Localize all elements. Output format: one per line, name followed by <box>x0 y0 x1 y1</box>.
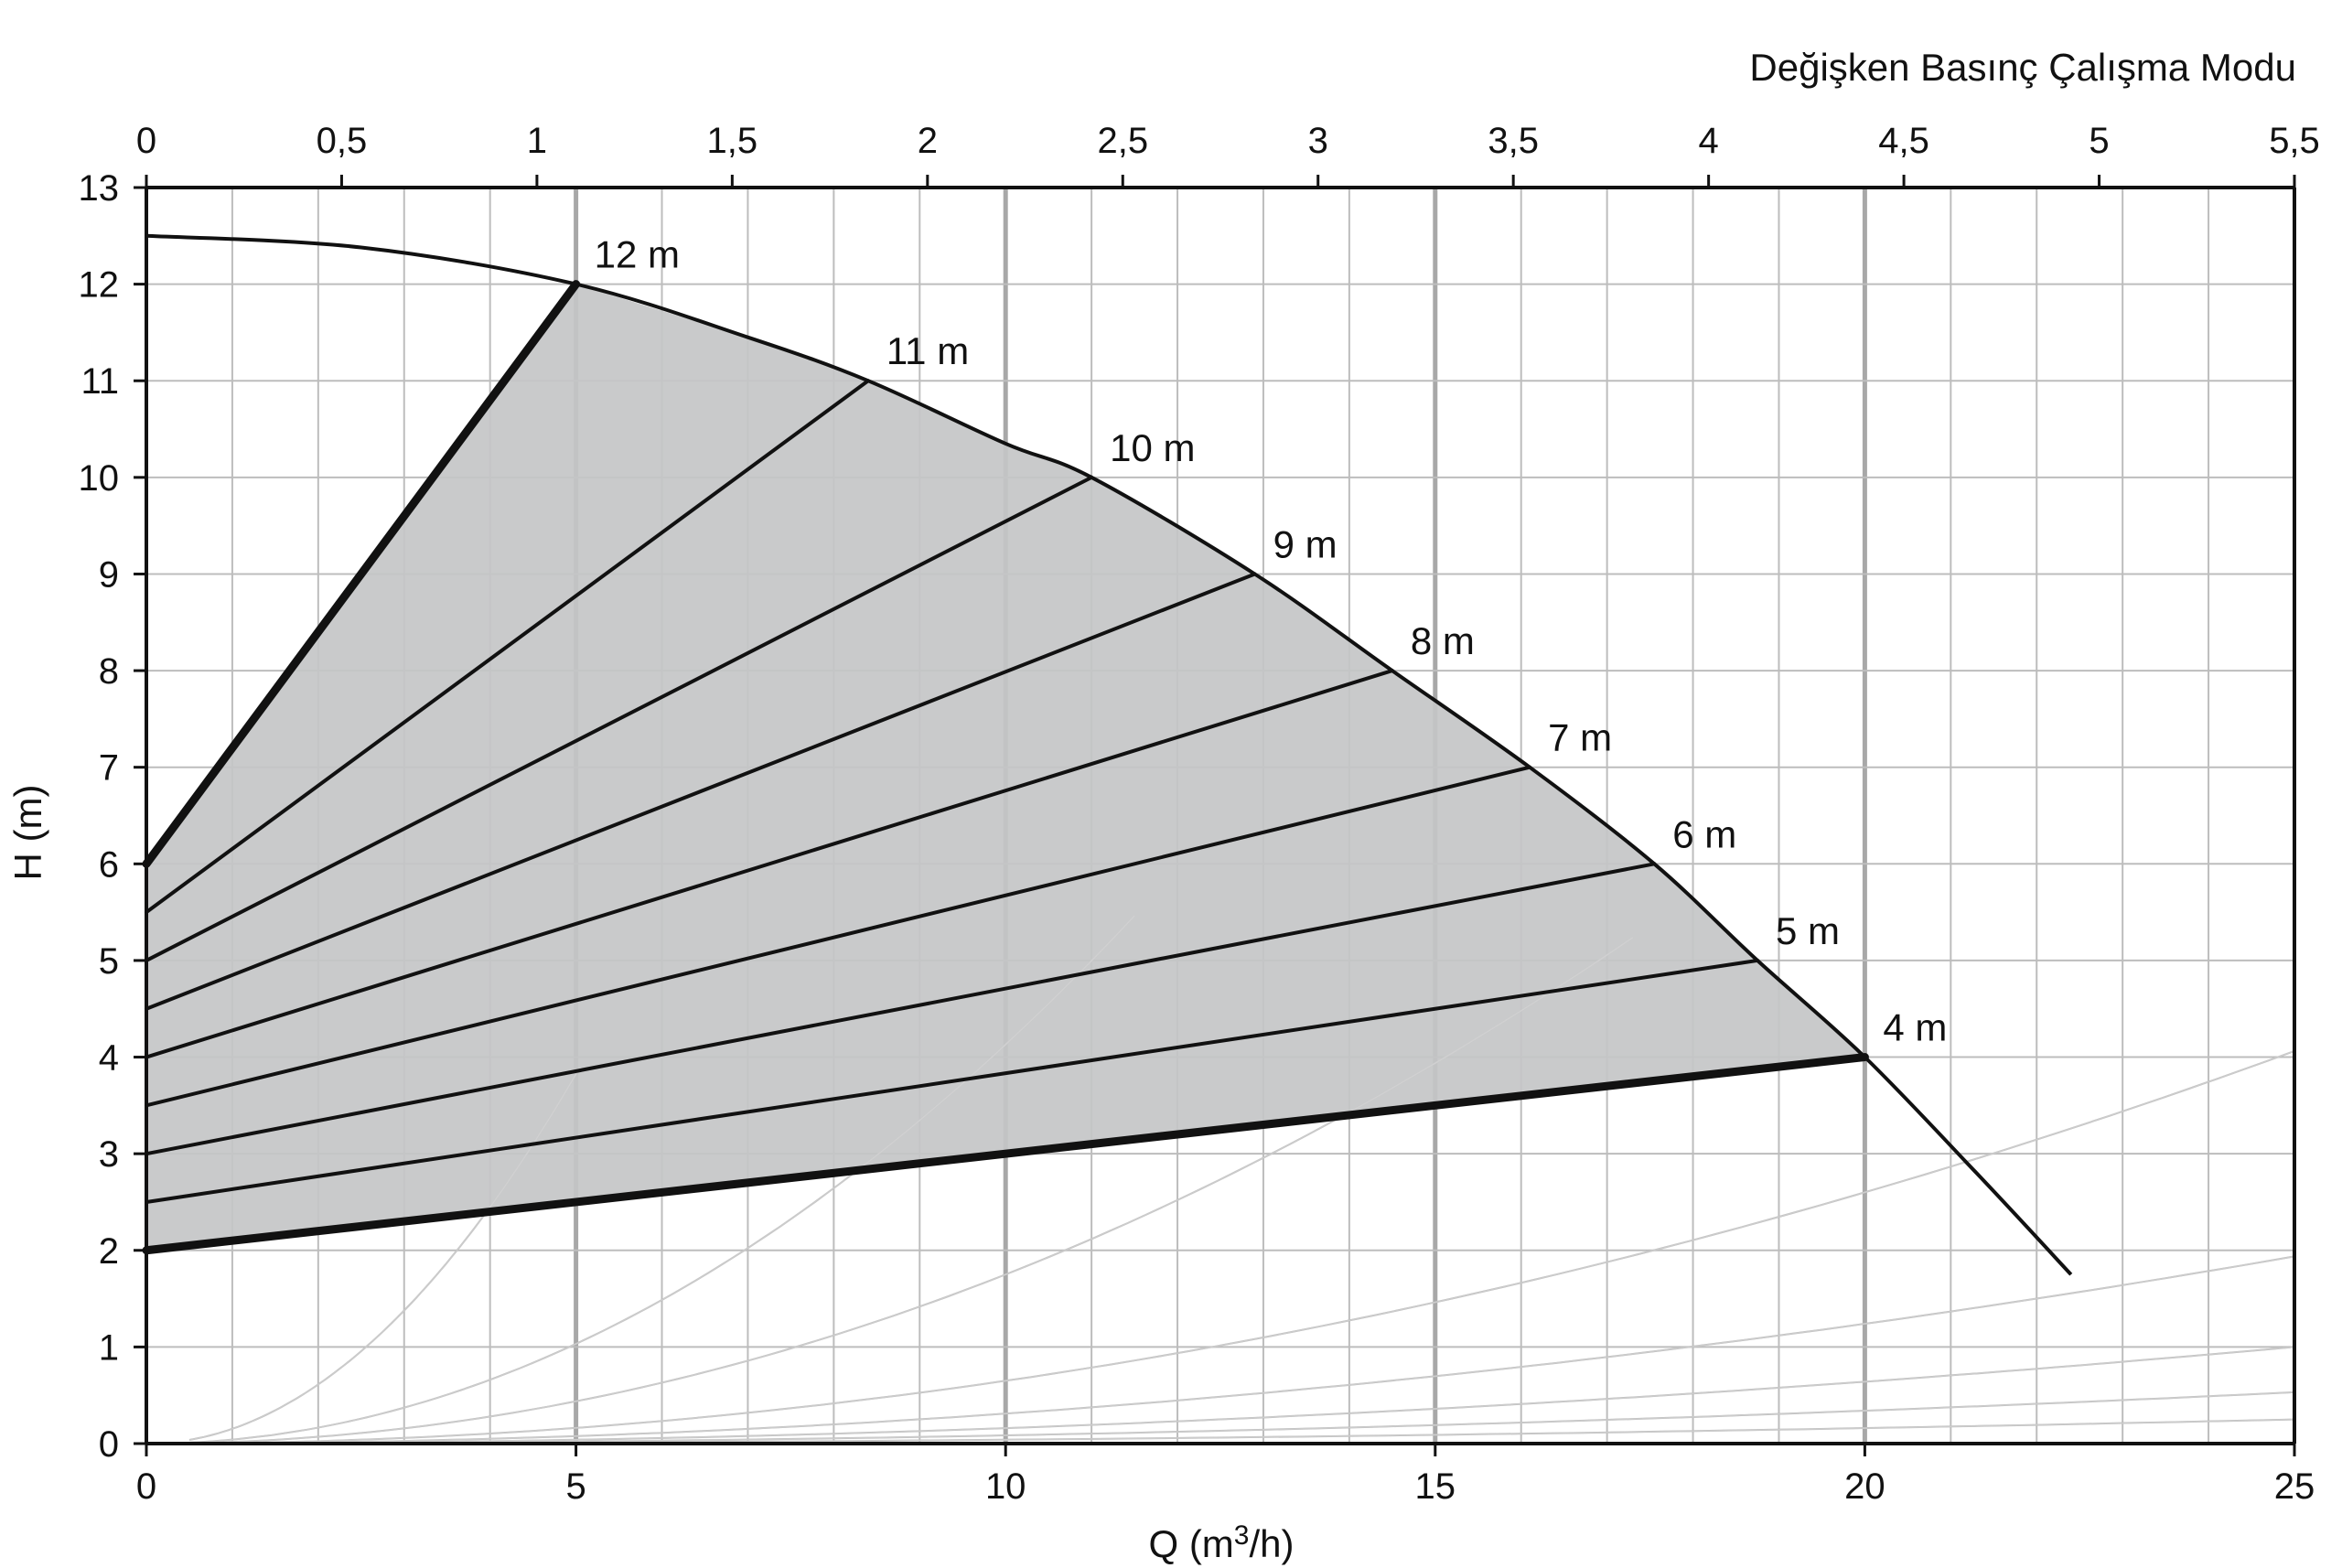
top-x-tick-label: 1,5 <box>707 121 758 161</box>
top-axis-title: Değişken Basınç Çalışma Modu <box>1749 46 2296 89</box>
curve-label: 10 m <box>1110 426 1195 469</box>
x-tick-label: 20 <box>1844 1466 1885 1507</box>
x-tick-label: 0 <box>136 1466 156 1507</box>
curve-label: 11 m <box>886 329 969 372</box>
y-tick-label: 12 <box>79 265 120 306</box>
y-tick-label: 1 <box>99 1327 119 1368</box>
top-x-tick-label: 4,5 <box>1878 121 1929 161</box>
y-tick-label: 6 <box>99 844 119 885</box>
system-curve <box>189 1418 2295 1444</box>
curve-label: 7 m <box>1548 716 1612 759</box>
top-x-tick-label: 4 <box>1699 121 1719 161</box>
y-tick-label: 13 <box>79 168 120 209</box>
top-x-tick-label: 5,5 <box>2269 121 2320 161</box>
top-x-tick-label: 0,5 <box>317 121 368 161</box>
pressure-line <box>145 958 1759 1204</box>
y-tick-label: 10 <box>79 458 120 499</box>
x-tick-label: 10 <box>985 1466 1026 1507</box>
system-curve-overlay <box>188 915 1135 1444</box>
pressure-line <box>145 765 1532 1108</box>
x-axis-title: Q (m3/h) <box>1148 1520 1294 1565</box>
curve-label: 4 m <box>1883 1006 1947 1049</box>
y-tick-label: 9 <box>99 554 119 595</box>
y-tick-label: 4 <box>99 1038 119 1079</box>
top-x-tick-label: 0 <box>136 121 156 161</box>
x-axis-title-prefix: Q (m <box>1148 1522 1233 1565</box>
x-tick-label: 15 <box>1415 1466 1456 1507</box>
pressure-line <box>142 280 581 868</box>
curve-label: 8 m <box>1411 619 1475 662</box>
axes <box>145 186 2296 1445</box>
x-tick-label: 25 <box>2274 1466 2315 1507</box>
system-curve-overlay <box>188 1073 577 1441</box>
y-tick-label: 7 <box>99 748 119 789</box>
x-axis-title-suffix: /h) <box>1249 1522 1294 1565</box>
top-x-tick-label: 2,5 <box>1097 121 1148 161</box>
pressure-line <box>145 862 1657 1156</box>
pressure-line <box>142 1053 1869 1255</box>
pressure-line <box>145 669 1394 1059</box>
y-tick-label: 3 <box>99 1134 119 1175</box>
top-x-tick-label: 2 <box>918 121 938 161</box>
system-curve-overlay <box>188 1050 2295 1444</box>
x-tick-label: 5 <box>565 1466 586 1507</box>
curve-label: 12 m <box>595 233 680 276</box>
top-x-tick-label: 5 <box>2089 121 2109 161</box>
tick-labels: 0 5 10 15 20 250 0,5 1 1,5 2 2,5 3 3,5 4 4,5 5 5,5012345… <box>79 121 2320 1507</box>
system-curve-overlay <box>188 1255 2295 1444</box>
system-curve <box>188 1255 2295 1444</box>
y-axis-title: H (m) <box>6 785 49 881</box>
pressure-line <box>145 475 1094 962</box>
y-tick-label: 11 <box>81 361 119 402</box>
system-curve-overlay <box>189 1418 2295 1444</box>
pressure-line <box>145 572 1257 1011</box>
top-x-tick-label: 3,5 <box>1488 121 1539 161</box>
pressure-line <box>145 379 870 915</box>
y-tick-label: 0 <box>99 1424 119 1465</box>
top-x-tick-label: 3 <box>1308 121 1328 161</box>
curve-label: 5 m <box>1776 909 1840 952</box>
curve-label: 6 m <box>1672 812 1736 855</box>
system-curve-overlay <box>188 1346 2295 1444</box>
system-curve-overlay <box>188 937 1634 1444</box>
y-tick-label: 2 <box>99 1231 119 1272</box>
y-tick-label: 8 <box>99 651 119 692</box>
top-x-tick-label: 1 <box>527 121 547 161</box>
pressure-lines <box>142 233 2073 1276</box>
x-axis-title-sup: 3 <box>1234 1520 1250 1551</box>
y-tick-label: 5 <box>99 941 119 982</box>
curve-labels: 12 m 11 m 10 m 9 m 8 m 7 m 6 m 5 m 4 m <box>595 233 1948 1049</box>
curve-label: 9 m <box>1273 522 1338 565</box>
